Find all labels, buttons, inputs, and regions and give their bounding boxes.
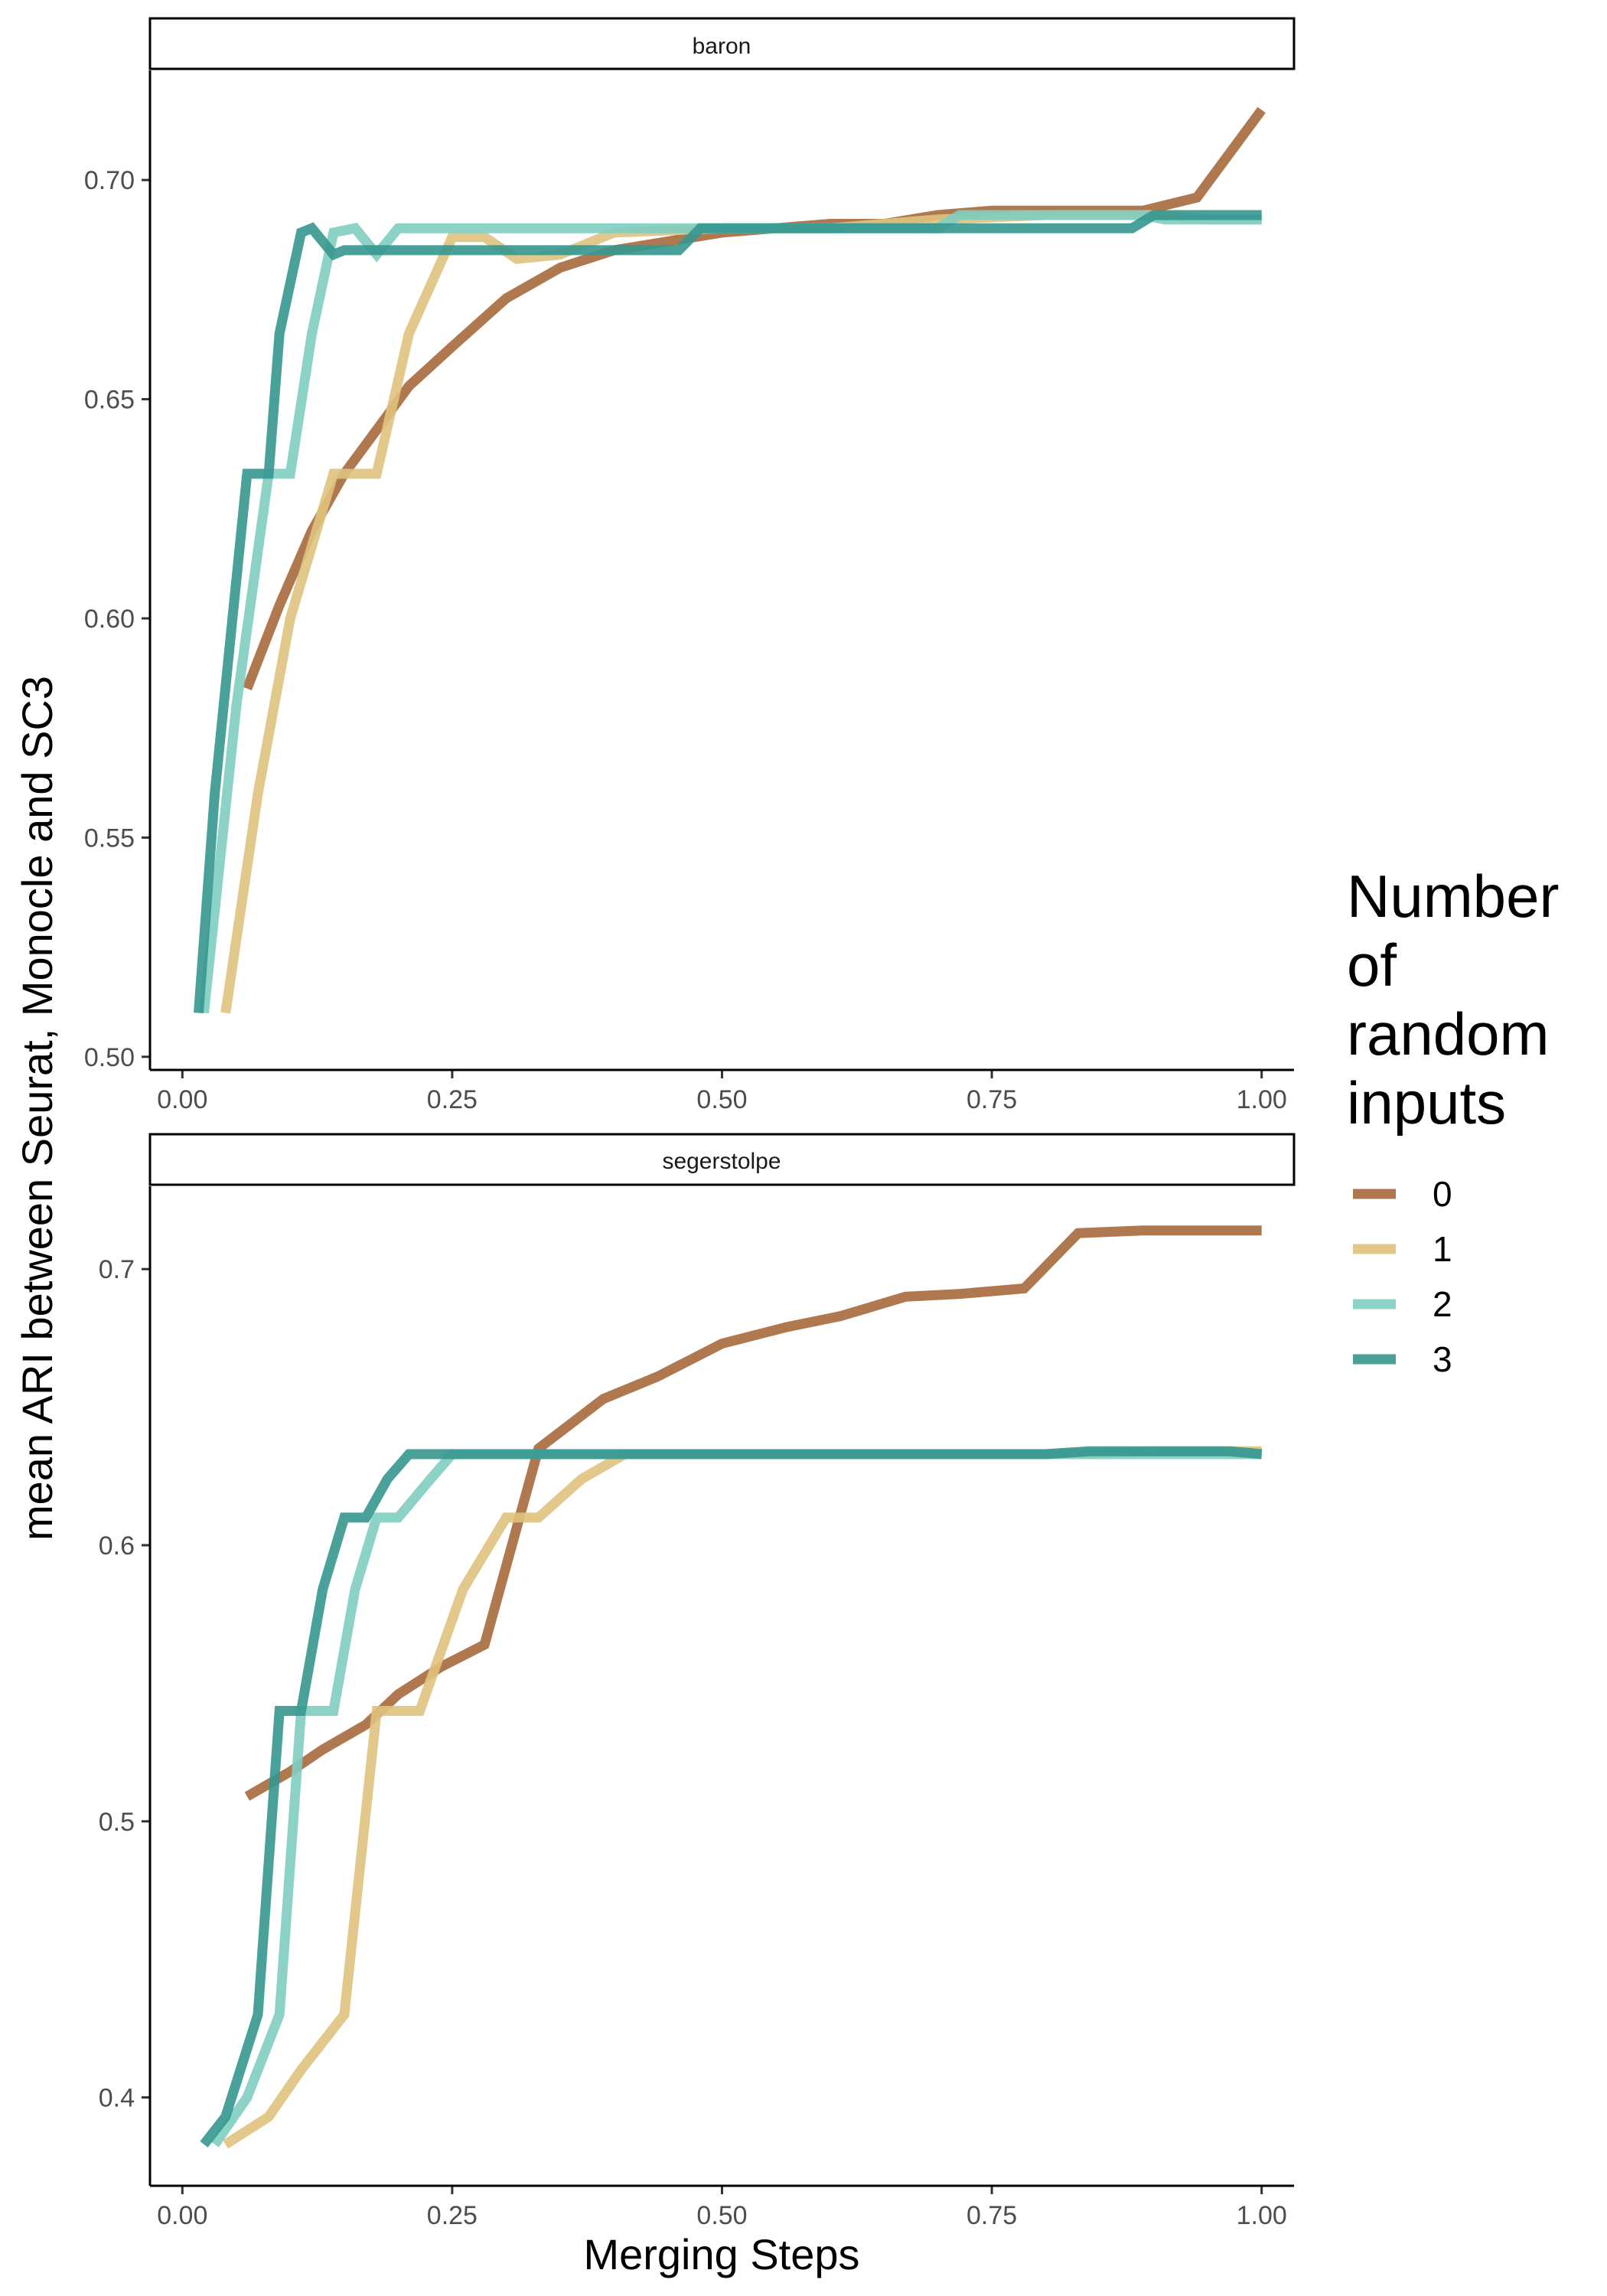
y-tick-label: 0.65 (84, 386, 135, 415)
strip-segerstolpe (148, 1133, 1296, 1186)
series-line-3 (194, 210, 1262, 1013)
x-tick-label: 0.75 (966, 2201, 1017, 2230)
y-tick-label: 0.55 (84, 823, 135, 853)
x-tick-label: 0.25 (427, 1085, 478, 1114)
series-line-2 (199, 210, 1262, 1014)
x-tick-label: 0.75 (966, 1085, 1017, 1114)
x-tick-label: 0.50 (696, 2201, 747, 2230)
legend-label-2: 2 (1433, 1284, 1452, 1324)
panel-segerstolpe: segerstolpe 0.00 0.25 0.50 0.75 1.000.40.50.… (99, 1133, 1296, 2230)
strip-baron (148, 17, 1296, 70)
x-tick-label: 0.25 (427, 2201, 478, 2230)
series-line-3 (200, 1446, 1263, 2148)
legend-label-1: 1 (1433, 1229, 1452, 1269)
legend-title-line-3: random (1347, 1000, 1549, 1068)
x-tick-label: 0.00 (157, 2201, 207, 2230)
legend-title-line-4: inputs (1347, 1069, 1506, 1137)
legend-label-0: 0 (1433, 1174, 1452, 1214)
x-tick-label: 1.00 (1237, 1085, 1287, 1114)
legend-title-line-1: Number (1347, 863, 1559, 930)
y-tick-label: 0.60 (84, 605, 135, 634)
y-tick-label: 0.6 (99, 1531, 135, 1561)
axis-ticks-segerstolpe: 0.00 0.25 0.50 0.75 1.00 0.4 0.5 0.6 0.7 (99, 1255, 1287, 2230)
x-axis-title: Merging Steps (583, 2230, 859, 2278)
series-lines-segerstolpe (200, 1225, 1263, 2149)
y-tick-label: 0.4 (99, 2084, 135, 2113)
strip-label-baron: baron (693, 34, 751, 59)
y-tick-label: 0.7 (99, 1255, 135, 1284)
x-tick-label: 0.50 (696, 1085, 747, 1114)
y-tick-label: 0.50 (84, 1043, 135, 1072)
y-tick-label: 0.5 (99, 1808, 135, 1837)
legend-label-3: 3 (1433, 1339, 1452, 1379)
legend: Number of random inputs 0 1 2 3 (1347, 863, 1559, 1379)
x-tick-label: 1.00 (1237, 2201, 1287, 2230)
x-tick-label: 0.00 (157, 1085, 207, 1114)
legend-items: 0 1 2 3 (1353, 1174, 1452, 1379)
panel-baron: baron 0.00 0.25 0.50 0.75 1.000.500.550.600.… (84, 17, 1296, 1114)
series-lines-baron (194, 106, 1266, 1014)
legend-title-line-2: of (1347, 931, 1397, 999)
y-tick-label: 0.70 (84, 166, 135, 195)
axis-ticks-baron: 0.00 0.25 0.50 0.75 1.00 0.50 0.55 0.60 0.65 0.70 (84, 166, 1287, 1114)
strip-label-segerstolpe: segerstolpe (662, 1149, 781, 1174)
y-axis-title: mean ARI between Seurat, Monocle and SC3 (13, 676, 61, 1541)
